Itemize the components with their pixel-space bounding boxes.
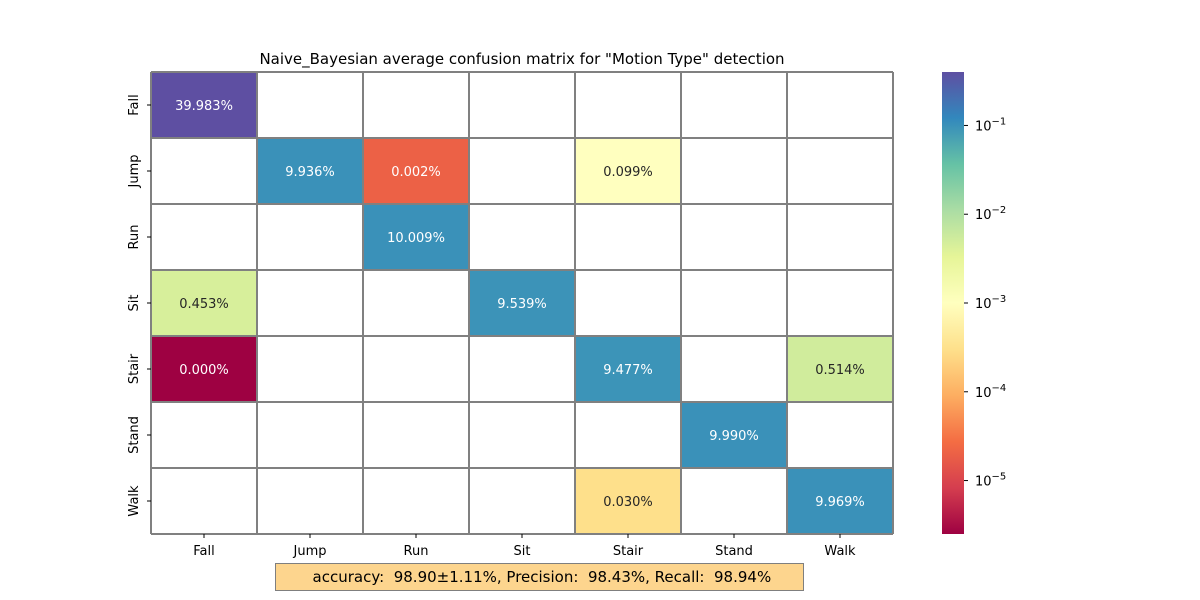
empty-cell <box>575 270 681 336</box>
heatmap-cell <box>787 336 893 402</box>
empty-cell <box>681 204 787 270</box>
cell-value-label: 0.030% <box>603 495 653 510</box>
empty-cell <box>151 468 257 534</box>
y-tick-label: Walk <box>127 485 142 517</box>
heatmap-cell-labels: 39.983% 9.936% 0.002% 0.099% 10.009% 0.453% 9.… <box>175 99 865 510</box>
empty-cell <box>257 402 363 468</box>
empty-cell <box>575 72 681 138</box>
empty-cell <box>469 204 575 270</box>
heatmap-cell <box>681 402 787 468</box>
cell-value-label: 9.477% <box>603 363 653 378</box>
heatmap-cell <box>151 336 257 402</box>
cell-value-label: 9.936% <box>285 165 335 180</box>
empty-cell <box>469 468 575 534</box>
x-axis-ticks: Fall Jump Run Sit Stair Stand Walk <box>193 534 856 559</box>
empty-cell <box>681 138 787 204</box>
heatmap-cell <box>575 336 681 402</box>
colorbar <box>942 72 964 534</box>
x-tick-label: Jump <box>293 544 327 559</box>
y-tick-label: Jump <box>127 155 142 189</box>
empty-cell <box>257 336 363 402</box>
empty-cell <box>151 402 257 468</box>
colorbar-tick-label: 10−3 <box>975 294 1006 312</box>
heatmap-cell <box>469 270 575 336</box>
cell-value-label: 9.969% <box>815 495 865 510</box>
cell-value-label: 0.000% <box>179 363 229 378</box>
empty-cell <box>787 270 893 336</box>
cell-value-label: 0.453% <box>179 297 229 312</box>
colorbar-ticks: 10−1 10−2 10−3 10−4 10−5 <box>964 116 1006 490</box>
cell-value-label: 9.539% <box>497 297 547 312</box>
empty-cell <box>257 468 363 534</box>
heatmap-cell <box>257 138 363 204</box>
empty-cell <box>257 270 363 336</box>
empty-cell <box>681 270 787 336</box>
y-tick-label: Stair <box>127 353 142 384</box>
empty-cell <box>681 72 787 138</box>
cell-value-label: 39.983% <box>175 99 233 114</box>
empty-cell <box>363 402 469 468</box>
empty-cell <box>469 72 575 138</box>
empty-cell <box>787 204 893 270</box>
heatmap-cell <box>363 138 469 204</box>
cell-value-label: 9.990% <box>709 429 759 444</box>
empty-cell <box>151 138 257 204</box>
x-tick-label: Run <box>404 544 429 559</box>
heatmap-cell <box>151 72 257 138</box>
empty-cell <box>469 402 575 468</box>
heatmap-cell <box>575 468 681 534</box>
colorbar-tick-label: 10−4 <box>975 383 1006 401</box>
x-tick-label: Fall <box>193 544 214 559</box>
heatmap-cells <box>151 72 893 534</box>
y-tick-label: Fall <box>127 94 142 115</box>
empty-cell <box>787 72 893 138</box>
empty-cell <box>151 204 257 270</box>
empty-cell <box>787 138 893 204</box>
cell-value-label: 10.009% <box>387 231 445 246</box>
chart-title: Naive_Bayesian average confusion matrix … <box>259 50 784 69</box>
metrics-summary-box: accuracy: 98.90±1.11%, Precision: 98.43%… <box>275 563 804 591</box>
empty-cell <box>575 204 681 270</box>
empty-cell <box>363 468 469 534</box>
x-tick-label: Walk <box>824 544 856 559</box>
x-tick-label: Sit <box>514 544 531 559</box>
empty-cell <box>469 138 575 204</box>
y-tick-label: Sit <box>127 295 142 312</box>
y-tick-label: Run <box>127 225 142 250</box>
empty-cell <box>681 468 787 534</box>
y-axis-ticks: Fall Jump Run Sit Stair Stand Walk <box>127 94 151 517</box>
cell-value-label: 0.514% <box>815 363 865 378</box>
empty-cell <box>363 270 469 336</box>
y-tick-label: Stand <box>127 416 142 454</box>
colorbar-tick-label: 10−5 <box>975 472 1006 490</box>
heatmap-cell <box>151 270 257 336</box>
heatmap-cell <box>787 468 893 534</box>
cell-value-label: 0.099% <box>603 165 653 180</box>
empty-cell <box>681 336 787 402</box>
colorbar-tick-label: 10−2 <box>975 205 1006 223</box>
empty-cell <box>469 336 575 402</box>
empty-cell <box>575 402 681 468</box>
x-tick-label: Stand <box>715 544 753 559</box>
x-tick-label: Stair <box>613 544 644 559</box>
heatmap-cell <box>575 138 681 204</box>
empty-cell <box>363 72 469 138</box>
empty-cell <box>257 204 363 270</box>
empty-cell <box>257 72 363 138</box>
cell-value-label: 0.002% <box>391 165 441 180</box>
empty-cell <box>363 336 469 402</box>
colorbar-tick-label: 10−1 <box>975 116 1006 134</box>
empty-cell <box>787 402 893 468</box>
heatmap-cell <box>363 204 469 270</box>
